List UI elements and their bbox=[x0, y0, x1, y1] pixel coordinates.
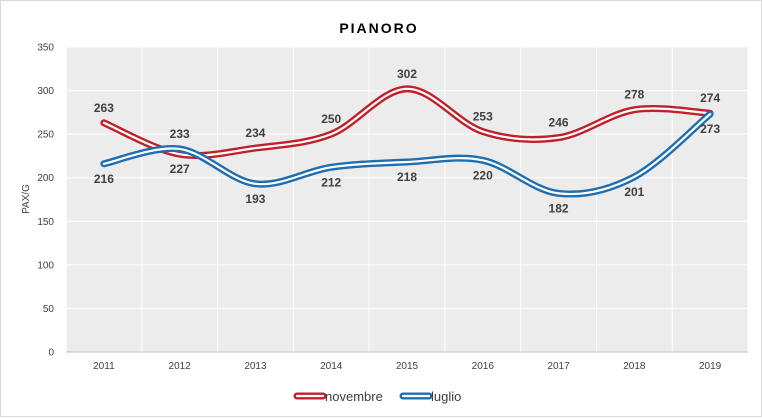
y-tick-label: 50 bbox=[43, 304, 55, 315]
legend-label: novembre bbox=[325, 389, 383, 404]
data-label: 216 bbox=[94, 172, 114, 186]
y-tick-labels: 0 50 100 150 200 250 300 350 bbox=[37, 43, 54, 359]
data-label: 246 bbox=[549, 116, 569, 130]
data-point bbox=[330, 133, 333, 136]
data-label: 220 bbox=[473, 168, 493, 182]
data-label: 193 bbox=[245, 192, 265, 206]
data-point bbox=[102, 121, 105, 124]
data-point bbox=[557, 192, 560, 195]
x-tick-label: 2013 bbox=[244, 361, 267, 372]
data-point bbox=[254, 182, 257, 185]
series-luglio bbox=[100, 110, 714, 198]
data-point bbox=[102, 162, 105, 165]
data-label: 274 bbox=[700, 91, 720, 105]
data-label: 218 bbox=[397, 170, 417, 184]
data-label: 201 bbox=[624, 185, 644, 199]
data-label: 263 bbox=[94, 101, 114, 115]
x-tick-label: 2018 bbox=[623, 361, 646, 372]
legend: novembre luglio bbox=[293, 389, 461, 404]
data-point bbox=[709, 113, 712, 116]
x-tick-label: 2016 bbox=[472, 361, 495, 372]
data-point bbox=[330, 166, 333, 169]
data-label: 234 bbox=[245, 126, 265, 140]
plot-area bbox=[66, 47, 748, 352]
x-tick-labels: 2011 2012 2013 2014 2015 2016 2017 2018 2019 bbox=[93, 361, 722, 372]
y-tick-label: 200 bbox=[37, 173, 54, 184]
series-lines bbox=[100, 85, 714, 198]
data-point bbox=[406, 87, 409, 90]
legend-label: luglio bbox=[431, 389, 461, 404]
data-point bbox=[557, 136, 560, 139]
x-tick-label: 2017 bbox=[547, 361, 570, 372]
data-label: 212 bbox=[321, 175, 341, 189]
data-label: 253 bbox=[473, 110, 493, 124]
data-labels: 263 216 227 233 234 193 250 212 302 218 253 220 246 1… bbox=[94, 67, 721, 216]
y-tick-label: 350 bbox=[37, 43, 54, 54]
y-tick-label: 0 bbox=[48, 348, 54, 359]
data-label: 278 bbox=[624, 88, 644, 102]
data-label: 302 bbox=[397, 67, 417, 81]
y-tick-label: 300 bbox=[37, 86, 54, 97]
series-line-core-luglio bbox=[102, 113, 712, 196]
legend-item-novembre: novembre bbox=[293, 389, 383, 404]
data-point bbox=[633, 175, 636, 178]
y-tick-label: 100 bbox=[37, 260, 54, 271]
x-tick-label: 2011 bbox=[93, 361, 115, 372]
data-point bbox=[178, 153, 181, 156]
y-tick-label: 250 bbox=[37, 130, 54, 141]
data-point bbox=[633, 108, 636, 111]
x-tick-label: 2014 bbox=[320, 361, 343, 372]
data-point bbox=[481, 130, 484, 133]
grid-lines bbox=[65, 46, 749, 353]
data-point bbox=[178, 147, 181, 150]
y-axis-title: PAX/G bbox=[21, 184, 32, 214]
data-label: 227 bbox=[170, 162, 190, 176]
y-tick-label: 150 bbox=[37, 217, 54, 228]
data-label: 182 bbox=[549, 201, 569, 215]
x-tick-label: 2012 bbox=[169, 361, 192, 372]
data-point bbox=[254, 147, 257, 150]
legend-item-luglio: luglio bbox=[399, 389, 461, 404]
x-tick-label: 2019 bbox=[699, 361, 722, 372]
x-tick-label: 2015 bbox=[396, 361, 419, 372]
data-label: 273 bbox=[700, 122, 720, 136]
data-label: 233 bbox=[170, 127, 190, 141]
chart-title: PIANORO bbox=[339, 20, 418, 36]
data-point bbox=[406, 161, 409, 164]
data-label: 250 bbox=[321, 112, 341, 126]
data-point bbox=[481, 159, 484, 162]
